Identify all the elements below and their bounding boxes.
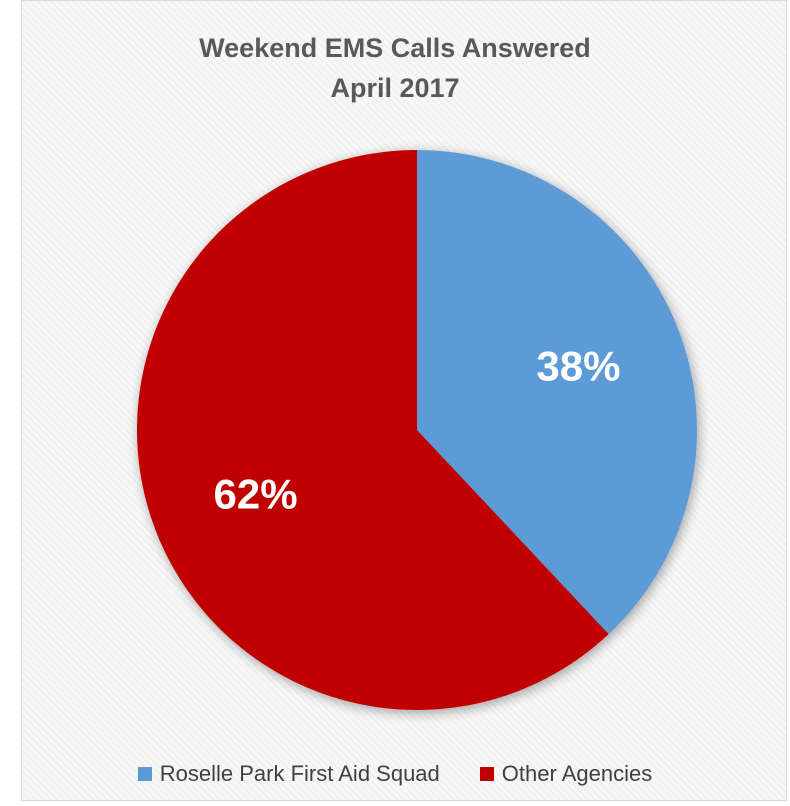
legend-item-other-agencies: Other Agencies <box>479 761 653 787</box>
chart-title-line-2: April 2017 <box>330 73 460 103</box>
chart-title: Weekend EMS Calls Answered April 2017 <box>0 28 790 108</box>
chart-title-line-1: Weekend EMS Calls Answered <box>199 33 591 63</box>
legend-swatch-roselle-park <box>137 767 152 781</box>
data-label-other-agencies: 62% <box>214 470 298 517</box>
pie-slice-roselle-park <box>417 150 698 635</box>
legend-item-roselle-park: Roselle Park First Aid Squad <box>137 761 440 787</box>
legend-label-roselle-park: Roselle Park First Aid Squad <box>159 761 440 786</box>
data-label-roselle-park: 38% <box>536 343 620 390</box>
pie-slice-other-agencies <box>137 150 609 710</box>
legend-label-other-agencies: Other Agencies <box>501 761 653 786</box>
legend: Roselle Park First Aid Squad Other Agenc… <box>0 759 790 789</box>
legend-swatch-other-agencies <box>479 767 494 781</box>
